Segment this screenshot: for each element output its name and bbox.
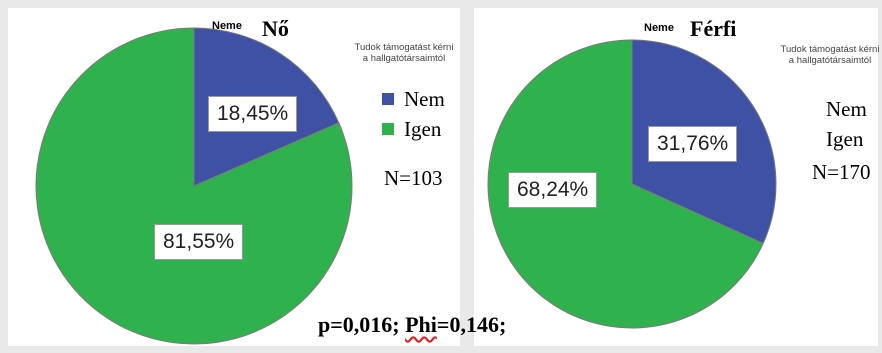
legend-label-igen: Igen bbox=[826, 127, 864, 151]
chart-panel-female: Neme Nő 18,45% 81,55% Tudok támogatást k… bbox=[8, 8, 460, 346]
slice-label-nem-male: 31,76% bbox=[648, 126, 738, 162]
phi-value: =0,146; bbox=[436, 312, 507, 337]
slice-label-igen-female: 81,55% bbox=[154, 224, 244, 260]
legend-label-nem: Nem bbox=[404, 87, 445, 111]
legend-label-nem: Nem bbox=[826, 97, 867, 121]
chart-title-female: Nő bbox=[262, 16, 289, 41]
p-value: p=0,016; bbox=[318, 312, 406, 337]
legend-title: Tudok támogatást kérni a hallgatótársaim… bbox=[780, 44, 880, 66]
legend-item-igen: Igen bbox=[382, 116, 441, 142]
statistics-line: p=0,016; Phi=0,146; bbox=[318, 312, 506, 338]
sample-size-female: N=103 bbox=[384, 166, 443, 190]
legend-label-igen: Igen bbox=[404, 117, 442, 141]
slice-label-nem-female: 18,45% bbox=[208, 96, 298, 132]
variable-label: Neme bbox=[212, 20, 242, 32]
legend-swatch-igen bbox=[382, 123, 394, 135]
slice-label-igen-male: 68,24% bbox=[508, 172, 598, 208]
legend-swatch-nem bbox=[382, 93, 394, 105]
chart-panel-male: Neme Férfi 31,76% 68,24% Tudok támogatás… bbox=[474, 8, 880, 346]
pie-slice-igen bbox=[35, 27, 353, 345]
pie-slice-igen bbox=[487, 39, 764, 329]
legend-title: Tudok támogatást kérni a hallgatótársaim… bbox=[354, 42, 454, 64]
sample-size-male: N=170 bbox=[812, 160, 871, 184]
chart-title-male: Férfi bbox=[690, 16, 737, 41]
variable-label: Neme bbox=[644, 22, 674, 34]
legend-item-nem: Nem bbox=[382, 86, 445, 112]
phi-label: Phi bbox=[405, 312, 437, 337]
